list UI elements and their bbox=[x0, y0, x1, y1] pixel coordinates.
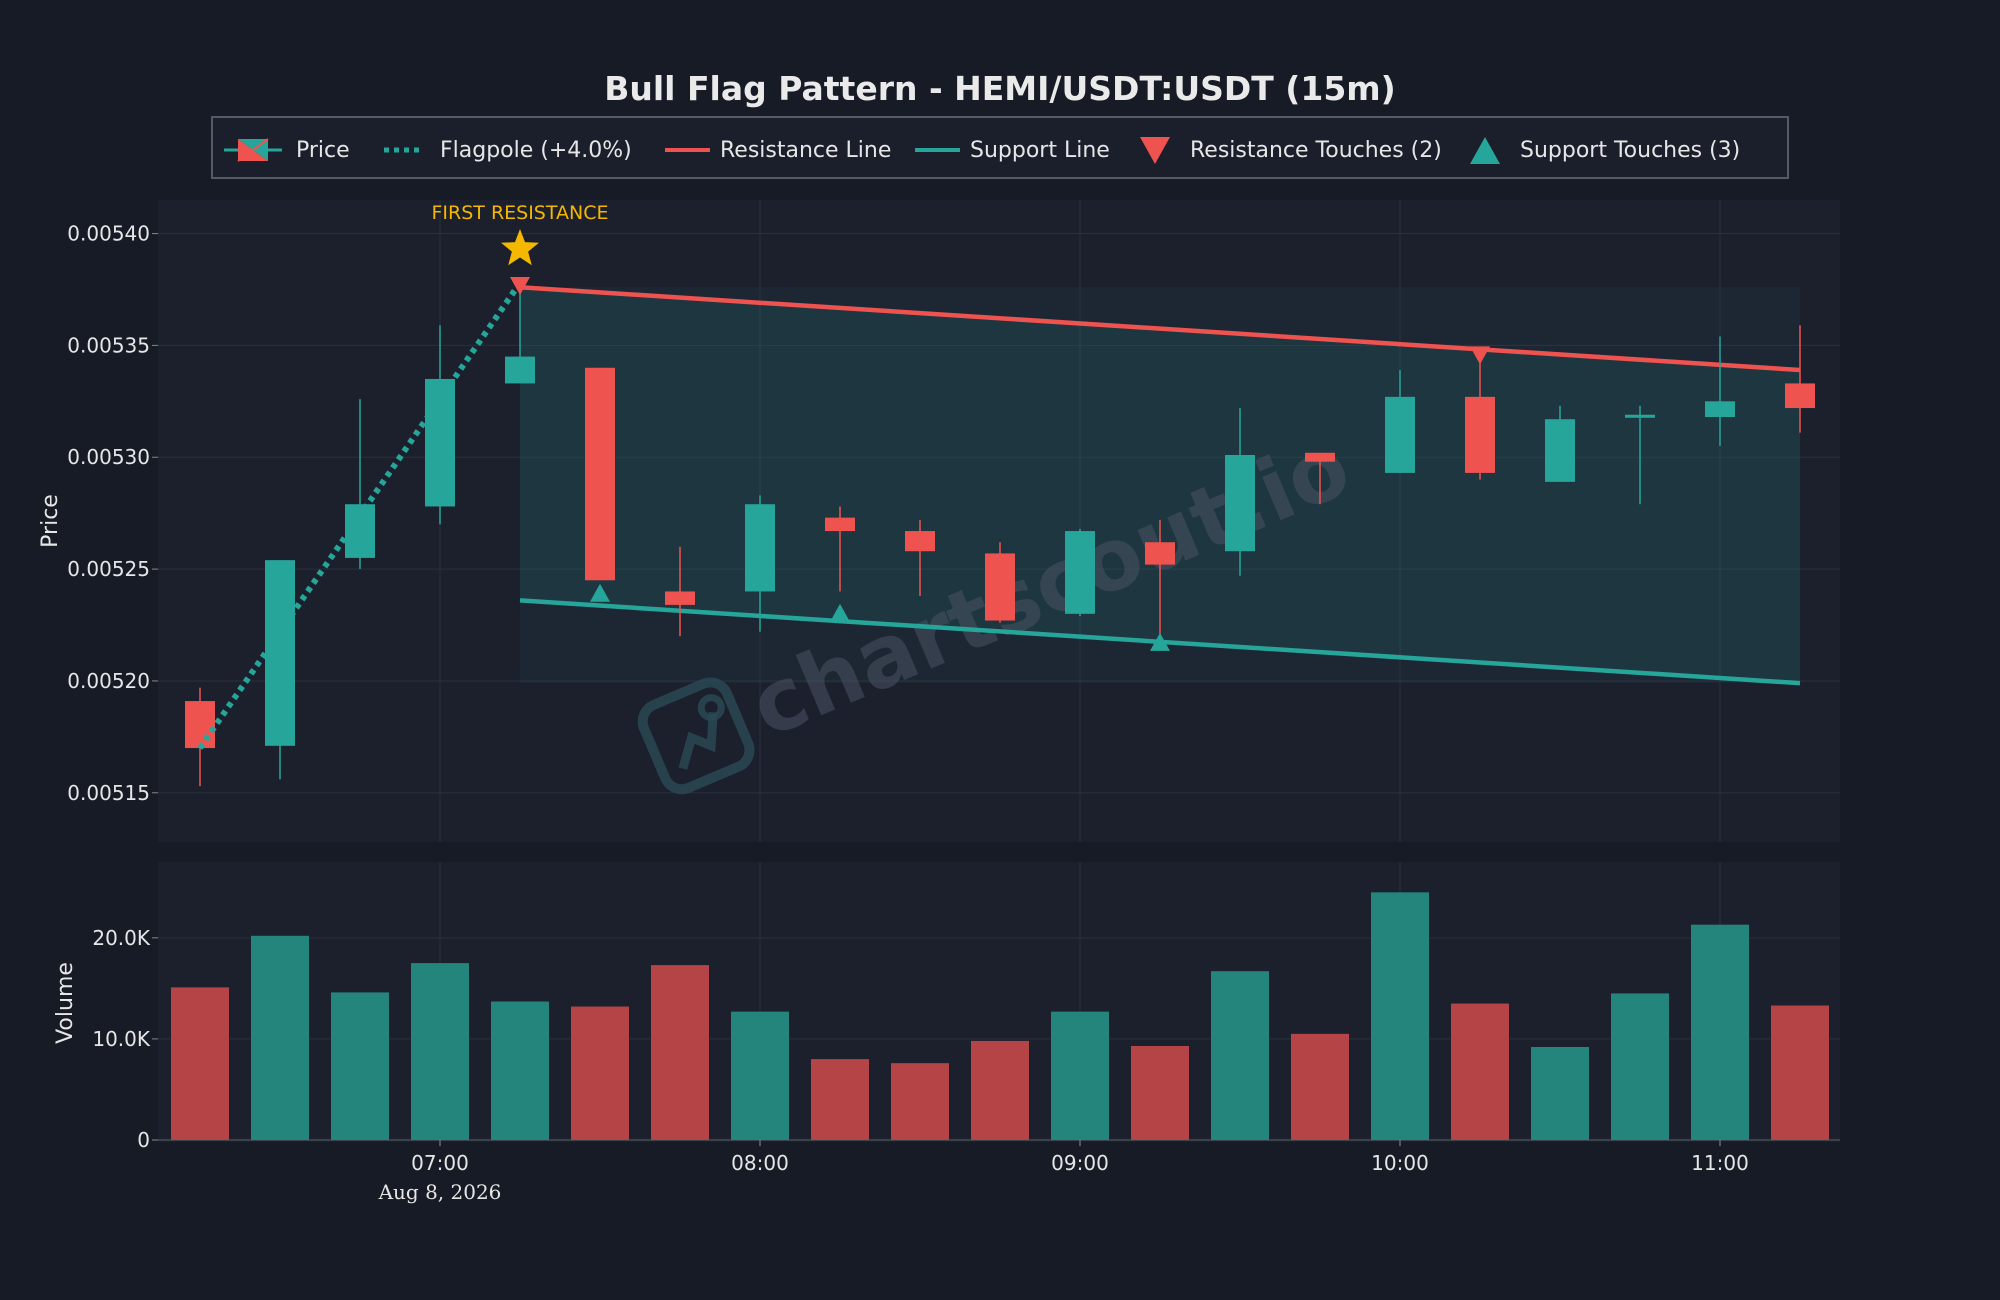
legend-item-resistance-touches: Resistance Touches (2) bbox=[1140, 137, 1442, 164]
star-icon bbox=[501, 229, 539, 266]
legend-label-price: Price bbox=[296, 138, 350, 163]
volume-tick-label: 20.0K bbox=[92, 926, 151, 950]
volume-bar bbox=[1371, 892, 1429, 1140]
volume-bar bbox=[251, 935, 309, 1140]
price-tick-label: 0.00520 bbox=[67, 669, 150, 693]
resistance-touch-marker bbox=[510, 277, 530, 296]
price-tick-label: 0.00540 bbox=[67, 222, 150, 246]
volume-tick-label: 0 bbox=[137, 1128, 150, 1152]
candle-body bbox=[985, 553, 1015, 621]
candle-body bbox=[1225, 455, 1255, 552]
volume-bar bbox=[331, 992, 389, 1140]
candle-body bbox=[825, 517, 855, 532]
touch-markers bbox=[197, 277, 1490, 750]
volume-bar bbox=[491, 1001, 549, 1140]
resistance-touch-marker bbox=[1470, 346, 1490, 365]
legend-box bbox=[211, 116, 1789, 179]
volume-bar bbox=[571, 1006, 629, 1140]
down-triangle-icon bbox=[1140, 137, 1170, 164]
legend-label-support-line: Support Line bbox=[970, 138, 1110, 163]
price-tick-label: 0.00515 bbox=[67, 781, 150, 805]
legend: Price Flagpole (+4.0%) Resistance Line S… bbox=[211, 116, 1789, 179]
x-tick-label: 11:00 bbox=[1691, 1151, 1749, 1175]
support-touch-marker bbox=[1150, 632, 1170, 651]
legend-label-resistance-line: Resistance Line bbox=[720, 138, 891, 163]
candle-body bbox=[505, 356, 535, 384]
volume-bar bbox=[1211, 971, 1269, 1140]
candle-body bbox=[185, 701, 215, 749]
volume-bar bbox=[731, 1011, 789, 1140]
volume-bar bbox=[1131, 1045, 1189, 1140]
volume-bar bbox=[1451, 1003, 1509, 1140]
volume-bar bbox=[1691, 924, 1749, 1140]
candles bbox=[185, 282, 1815, 787]
resistance-line bbox=[519, 284, 1801, 373]
legend-item-price: Price bbox=[224, 138, 350, 163]
chart-title: Bull Flag Pattern - HEMI/USDT:USDT (15m) bbox=[604, 69, 1396, 108]
support-touch-marker bbox=[830, 603, 850, 622]
support-touch-marker bbox=[590, 583, 610, 602]
x-tick-label: 07:00 bbox=[411, 1151, 469, 1175]
volume-axis-label: Volume bbox=[53, 962, 78, 1044]
watermark-logo-icon bbox=[637, 677, 755, 795]
volume-bar bbox=[171, 987, 229, 1140]
volume-bar bbox=[811, 1059, 869, 1140]
candle-body bbox=[1465, 396, 1495, 473]
x-tick-label: 10:00 bbox=[1371, 1151, 1429, 1175]
volume-bar bbox=[411, 963, 469, 1140]
volume-bar bbox=[1771, 1005, 1829, 1140]
legend-label-resistance-touches: Resistance Touches (2) bbox=[1190, 138, 1442, 163]
price-tick-label: 0.00525 bbox=[67, 557, 150, 581]
candle-body bbox=[1305, 452, 1335, 462]
candle-body bbox=[265, 560, 295, 746]
candle-body bbox=[1785, 383, 1815, 409]
axis-ticks: 0.00540 0.00535 0.00530 0.00525 0.00520 0.005… bbox=[67, 222, 1749, 1175]
legend-item-resistance-line: Resistance Line bbox=[665, 138, 891, 163]
candle-body bbox=[745, 504, 775, 592]
up-triangle-icon bbox=[1470, 137, 1500, 164]
date-label: Aug 8, 2026 bbox=[378, 1180, 502, 1204]
candle-legend-icon bbox=[224, 138, 282, 162]
legend-item-flagpole: Flagpole (+4.0%) bbox=[384, 138, 632, 163]
candle-body bbox=[1145, 542, 1175, 565]
legend-item-support-line: Support Line bbox=[915, 138, 1110, 163]
candle-body bbox=[665, 591, 695, 605]
volume-bar bbox=[1531, 1046, 1589, 1140]
candle-body bbox=[1705, 401, 1735, 417]
x-tick-label: 09:00 bbox=[1051, 1151, 1109, 1175]
grid bbox=[158, 200, 1840, 1141]
candle-body bbox=[1065, 531, 1095, 614]
volume-bar bbox=[1291, 1033, 1349, 1140]
candle-body bbox=[1545, 419, 1575, 482]
candle-body bbox=[1385, 396, 1415, 473]
legend-label-support-touches: Support Touches (3) bbox=[1520, 138, 1740, 163]
legend-item-support-touches: Support Touches (3) bbox=[1470, 137, 1740, 164]
volume-bar bbox=[891, 1063, 949, 1140]
volume-bar bbox=[651, 965, 709, 1140]
x-tick-label: 08:00 bbox=[731, 1151, 789, 1175]
volume-bars bbox=[171, 892, 1829, 1140]
volume-tick-label: 10.0K bbox=[92, 1027, 151, 1051]
candle-body bbox=[905, 531, 935, 552]
volume-bar bbox=[971, 1040, 1029, 1140]
first-resistance-label: FIRST RESISTANCE bbox=[432, 202, 609, 224]
price-panel bbox=[158, 200, 1840, 842]
volume-bar bbox=[1051, 1011, 1109, 1140]
legend-label-flagpole: Flagpole (+4.0%) bbox=[440, 138, 632, 163]
price-tick-label: 0.00530 bbox=[67, 445, 150, 469]
candle-body bbox=[1625, 414, 1655, 418]
flagpole-line bbox=[197, 281, 523, 750]
y-axis-label: Price bbox=[38, 494, 63, 548]
volume-bar bbox=[1611, 993, 1669, 1140]
price-tick-label: 0.00535 bbox=[67, 333, 150, 357]
candle-body bbox=[585, 367, 615, 581]
